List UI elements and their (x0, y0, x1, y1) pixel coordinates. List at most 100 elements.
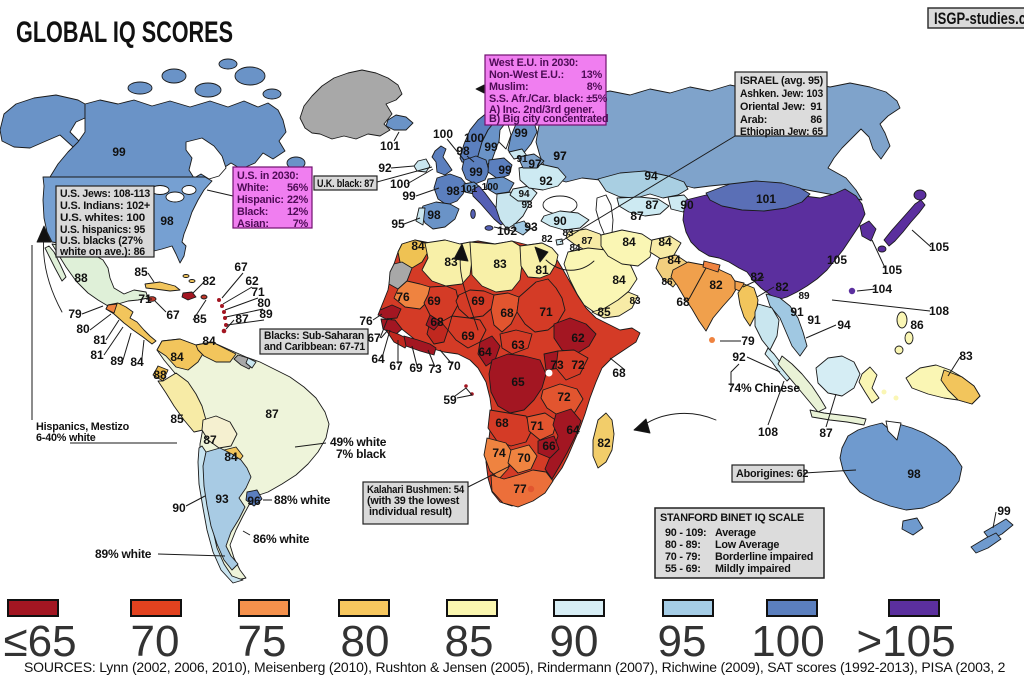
svg-text:100: 100 (751, 617, 824, 666)
svg-text:80: 80 (341, 617, 390, 666)
svg-text:80: 80 (257, 296, 271, 310)
svg-text:67: 67 (367, 331, 381, 345)
svg-text:56%: 56% (287, 182, 309, 194)
svg-text:ISRAEL (avg. 95): ISRAEL (avg. 95) (740, 75, 824, 87)
svg-text:84: 84 (202, 334, 216, 348)
svg-text:88% white: 88% white (274, 493, 331, 507)
svg-text:82: 82 (750, 270, 764, 284)
svg-text:7%: 7% (293, 218, 309, 230)
svg-text:87: 87 (819, 426, 833, 440)
svg-text:91: 91 (810, 101, 822, 113)
svg-text:72: 72 (571, 358, 585, 372)
svg-text:104: 104 (872, 282, 892, 296)
svg-text:94: 94 (518, 189, 530, 200)
svg-text:99: 99 (469, 165, 483, 179)
svg-text:68: 68 (495, 416, 509, 430)
svg-text:70: 70 (131, 617, 180, 666)
svg-text:96: 96 (247, 494, 261, 508)
svg-text:105: 105 (882, 263, 902, 277)
svg-text:75: 75 (238, 617, 287, 666)
svg-text:West E.U. in 2030:: West E.U. in 2030: (489, 57, 578, 69)
svg-text:63: 63 (511, 338, 525, 352)
svg-text:69: 69 (471, 294, 485, 308)
svg-text:99: 99 (402, 189, 416, 203)
svg-text:82: 82 (202, 274, 216, 288)
svg-text:Hispanic:: Hispanic: (237, 194, 284, 206)
svg-text:68: 68 (612, 366, 626, 380)
svg-text:98: 98 (160, 214, 174, 228)
svg-text:59: 59 (443, 393, 457, 407)
svg-text:70 - 79:: 70 - 79: (665, 551, 701, 563)
svg-text:81: 81 (535, 263, 549, 277)
svg-text:Low Average: Low Average (715, 539, 779, 551)
svg-text:69: 69 (461, 329, 475, 343)
svg-text:67: 67 (234, 260, 248, 274)
svg-text:84: 84 (622, 235, 636, 249)
svg-text:84: 84 (224, 450, 238, 464)
svg-text:White:: White: (237, 182, 269, 194)
svg-text:U.S. hispanics: 95: U.S. hispanics: 95 (60, 224, 145, 236)
svg-text:101: 101 (756, 192, 776, 206)
svg-text:85: 85 (445, 617, 494, 666)
svg-text:82: 82 (597, 436, 611, 450)
svg-text:84: 84 (658, 235, 672, 249)
svg-text:Arab:: Arab: (740, 114, 767, 126)
svg-text:13%: 13% (581, 69, 603, 81)
svg-text:105: 105 (827, 253, 847, 267)
svg-text:Mildly impaired: Mildly impaired (715, 563, 791, 575)
svg-text:GLOBAL IQ SCORES: GLOBAL IQ SCORES (16, 16, 233, 49)
svg-text:7% black: 7% black (336, 447, 386, 461)
svg-text:69: 69 (427, 294, 441, 308)
svg-text:100: 100 (464, 131, 484, 145)
svg-text:73: 73 (428, 362, 442, 376)
svg-text:62: 62 (571, 331, 585, 345)
svg-text:87: 87 (630, 209, 644, 223)
svg-text:64: 64 (371, 352, 385, 366)
svg-text:77: 77 (513, 482, 527, 496)
svg-text:99: 99 (484, 140, 498, 154)
svg-text:76: 76 (359, 314, 373, 328)
svg-text:22%: 22% (287, 194, 309, 206)
svg-text:99: 99 (997, 504, 1011, 518)
svg-text:89: 89 (110, 354, 124, 368)
svg-text:97: 97 (528, 157, 542, 171)
svg-text:white on ave.): 86: white on ave.): 86 (59, 246, 145, 258)
svg-text:83: 83 (562, 228, 574, 239)
svg-text:STANFORD BINET IQ SCALE: STANFORD BINET IQ SCALE (660, 512, 804, 524)
svg-text:≤65: ≤65 (3, 617, 76, 666)
svg-text:92: 92 (539, 174, 553, 188)
svg-text:87: 87 (203, 433, 217, 447)
svg-text:97: 97 (553, 149, 567, 163)
svg-text:79: 79 (68, 307, 82, 321)
svg-text:100: 100 (433, 127, 453, 141)
svg-text:84: 84 (130, 355, 144, 369)
svg-text:Black:: Black: (237, 206, 268, 218)
svg-text:80 - 89:: 80 - 89: (665, 539, 701, 551)
svg-text:Blacks: Sub-Saharan: Blacks: Sub-Saharan (264, 330, 364, 342)
svg-text:67: 67 (389, 359, 403, 373)
svg-text:82: 82 (709, 278, 723, 292)
svg-text:89: 89 (798, 291, 810, 302)
svg-text:83: 83 (959, 349, 973, 363)
svg-text:83: 83 (629, 296, 641, 307)
svg-text:105: 105 (929, 240, 949, 254)
svg-text:Hispanics, Mestizo: Hispanics, Mestizo (36, 421, 130, 433)
svg-text:92: 92 (378, 161, 392, 175)
svg-text:62: 62 (245, 274, 259, 288)
svg-text:Kalahari Bushmen: 54: Kalahari Bushmen: 54 (367, 484, 464, 496)
svg-text:90: 90 (550, 617, 599, 666)
svg-text:U.S. in 2030:: U.S. in 2030: (237, 170, 299, 182)
svg-text:86: 86 (910, 318, 924, 332)
svg-text:100: 100 (390, 177, 410, 191)
svg-text:S.S. Afr./Car. black: ±5%: S.S. Afr./Car. black: ±5% (489, 93, 608, 105)
svg-text:102: 102 (497, 224, 517, 238)
svg-text:97: 97 (553, 149, 567, 163)
svg-text:95: 95 (391, 217, 405, 231)
svg-text:73: 73 (550, 358, 564, 372)
svg-text:87: 87 (265, 407, 279, 421)
svg-text:91: 91 (807, 313, 821, 327)
svg-text:U.S. Jews: 108-113: U.S. Jews: 108-113 (60, 188, 150, 200)
svg-text:Muslim:: Muslim: (489, 81, 528, 93)
svg-text:84: 84 (667, 253, 681, 267)
svg-text:108: 108 (929, 304, 949, 318)
